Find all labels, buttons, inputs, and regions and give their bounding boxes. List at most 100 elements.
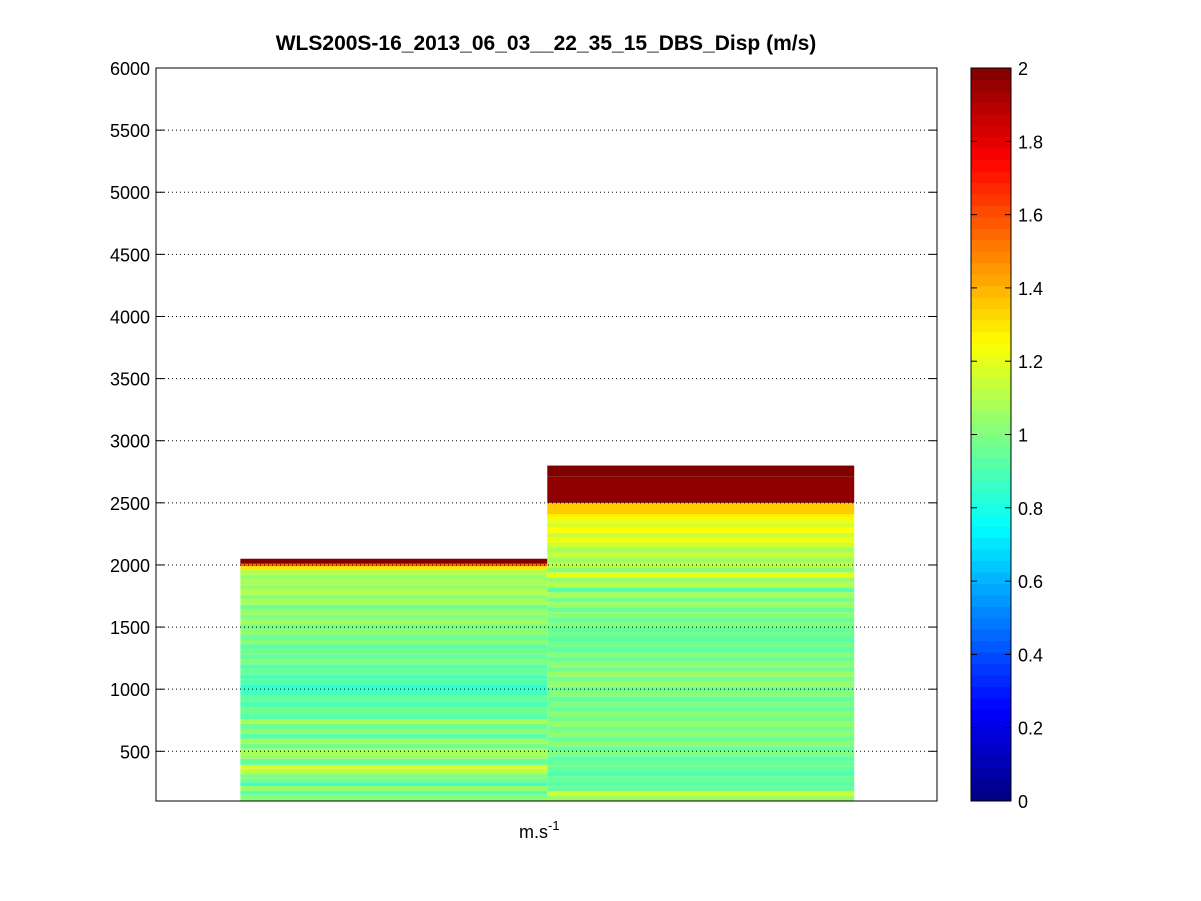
colorbar-band [971, 102, 1011, 115]
heatmap-cell [547, 582, 855, 588]
heatmap-cell [547, 542, 855, 548]
colorbar-band [971, 274, 1011, 287]
colorbar-band [971, 629, 1011, 642]
heatmap-cell [547, 552, 855, 558]
colorbar-band [971, 205, 1011, 218]
y-tick-label: 1000 [110, 680, 150, 700]
colorbar-band [971, 663, 1011, 676]
heatmap-cell [547, 746, 855, 752]
colorbar-band [971, 537, 1011, 550]
heatmap-cell [547, 646, 855, 652]
heatmap-cell [547, 572, 855, 578]
colorbar-band [971, 675, 1011, 687]
heatmap-cell [240, 589, 548, 595]
heatmap-cell [547, 612, 855, 618]
colorbar-band [971, 193, 1011, 206]
y-tick-label: 4500 [110, 245, 150, 265]
heatmap-cell [547, 651, 855, 657]
heatmap-cell [547, 627, 855, 633]
heatmap-cell [547, 517, 855, 523]
heatmap-cell [240, 558, 548, 564]
heatmap-cell [240, 764, 548, 769]
colorbar-band [971, 365, 1011, 378]
colorbar-band [971, 319, 1011, 332]
heatmap-cell [547, 756, 855, 762]
colorbar-band [971, 720, 1011, 733]
heatmap-cell [240, 786, 548, 792]
heatmap-cell [547, 602, 855, 608]
colorbar-band [971, 331, 1011, 344]
colorbar-band [971, 549, 1011, 561]
heatmap-cell [547, 751, 855, 757]
heatmap-cell [547, 557, 855, 563]
colorbar-band [971, 251, 1011, 264]
colorbar-band [971, 640, 1011, 653]
heatmap-cell [240, 599, 548, 605]
heatmap-cell [240, 604, 548, 610]
colorbar-band [971, 514, 1011, 527]
heatmap-cell [240, 755, 548, 759]
colorbar-band [971, 652, 1011, 665]
heatmap-cell [547, 711, 855, 717]
heatmap-cell [547, 761, 855, 767]
colorbar-tick-label: 1.2 [1018, 352, 1043, 372]
heatmap-cell [547, 514, 855, 518]
colorbar-band [971, 388, 1011, 401]
colorbar-band [971, 526, 1011, 539]
colorbar-band [971, 755, 1011, 768]
heatmap-cell [547, 731, 855, 737]
y-tick-label: 5000 [110, 183, 150, 203]
heatmap-cell [240, 791, 548, 795]
heatmap-cell [547, 622, 855, 628]
colorbar-band [971, 789, 1011, 802]
heatmap-cell [547, 671, 855, 677]
colorbar-band [971, 148, 1011, 161]
colorbar-band [971, 377, 1011, 390]
colorbar-band [971, 571, 1011, 584]
colorbar-band [971, 285, 1011, 298]
x-axis-label-base: m.s [519, 822, 548, 842]
y-tick-label: 500 [120, 742, 150, 762]
colorbar-band [971, 68, 1011, 80]
y-tick-label: 5500 [110, 121, 150, 141]
colorbar-band [971, 434, 1011, 447]
colorbar-ticks: 0 0.2 0.4 0.6 0.8 1 1.2 1.4 1.6 1.8 2 [971, 59, 1043, 812]
colorbar-band [971, 159, 1011, 172]
heatmap-cell [547, 641, 855, 647]
y-tick-label: 2000 [110, 556, 150, 576]
heatmap-cell [240, 634, 548, 640]
heatmap-cell [547, 701, 855, 707]
heatmap-cell [547, 696, 855, 702]
heatmap-cell [240, 743, 548, 749]
colorbar-band [971, 594, 1011, 607]
heatmap-cell [240, 748, 548, 756]
heatmap-cell [547, 537, 855, 543]
colorbar-band [971, 766, 1011, 779]
heatmap-cell [547, 721, 855, 727]
heatmap-cell [547, 617, 855, 623]
colorbar-band [971, 709, 1011, 722]
heatmap-cell [240, 719, 548, 724]
heatmap-cell [240, 733, 548, 739]
heatmap-cell [547, 502, 855, 515]
heatmap-cell [547, 776, 855, 782]
heatmap-cell [240, 659, 548, 665]
heatmap-cell [547, 666, 855, 672]
heatmap-cell [240, 574, 548, 580]
heatmap-cell [547, 522, 855, 528]
heatmap-cell [547, 771, 855, 777]
heatmap-cell [240, 738, 548, 744]
y-tick-label: 3000 [110, 432, 150, 452]
y-tick-label: 6000 [110, 59, 150, 79]
heatmap-cell [240, 644, 548, 650]
heatmap-cell [240, 794, 548, 801]
colorbar-band [971, 182, 1011, 195]
heatmap-cell [240, 624, 548, 630]
heatmap-cell [240, 773, 548, 779]
heatmap-cell [547, 786, 855, 792]
heatmap-cell [240, 563, 548, 567]
heatmap-cell [240, 664, 548, 670]
heatmap-cell [547, 736, 855, 742]
heatmap-cell [547, 656, 855, 662]
colorbar-band [971, 686, 1011, 699]
